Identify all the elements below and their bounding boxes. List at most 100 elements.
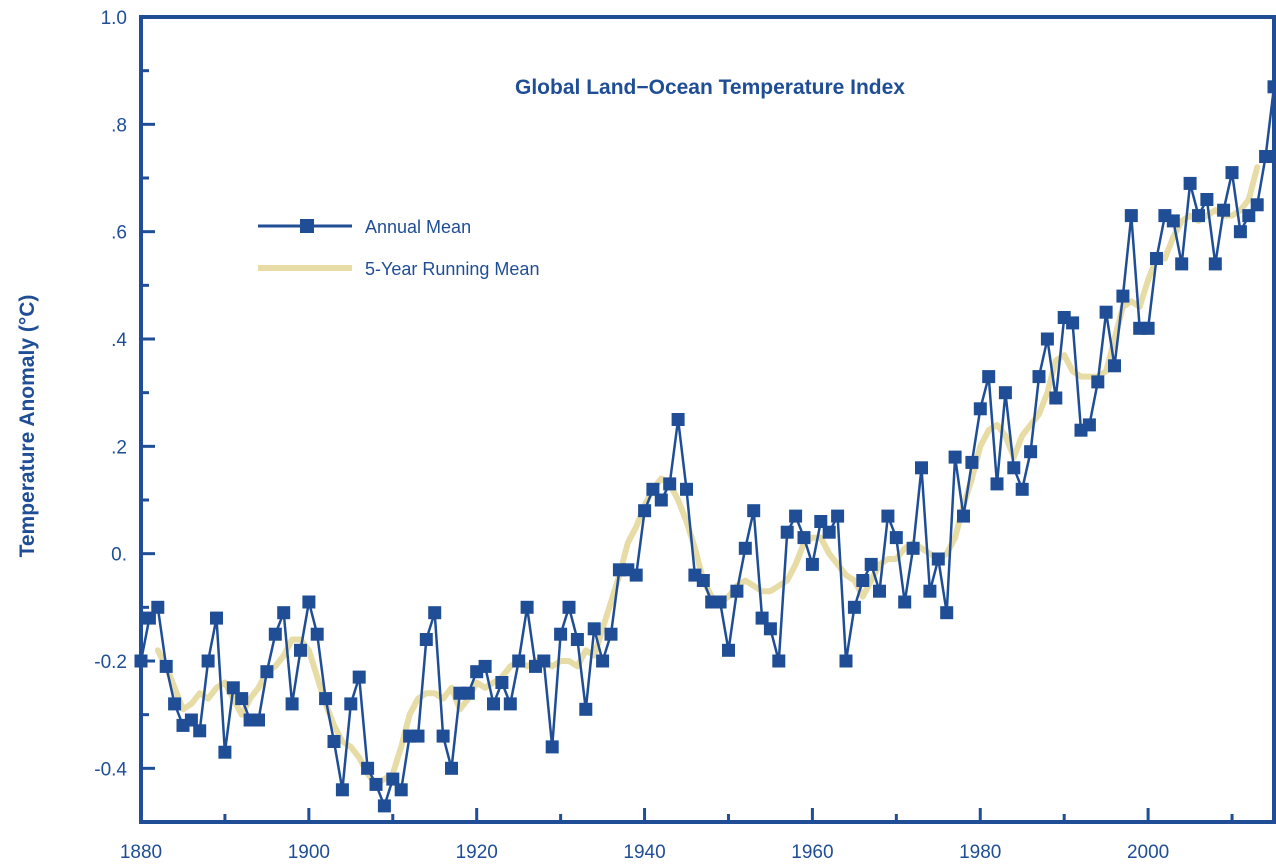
annual-mean-point	[520, 600, 534, 614]
annual-mean-point	[873, 584, 886, 598]
annual-mean-point	[168, 697, 182, 711]
annual-mean-point	[915, 461, 928, 475]
annual-mean-point	[411, 729, 425, 743]
annual-mean-point	[973, 402, 987, 416]
legend-annual-marker	[300, 219, 314, 233]
annual-mean-point	[1175, 257, 1189, 271]
x-tick-label: 1980	[959, 842, 1001, 863]
y-tick-label: 1.0	[101, 8, 127, 29]
annual-mean-point	[638, 504, 652, 518]
annual-mean-point	[545, 740, 559, 754]
annual-mean-point	[990, 477, 1004, 491]
y-tick-label: .2	[111, 437, 127, 458]
annual-mean-point	[1250, 198, 1264, 212]
annual-mean-point	[1066, 316, 1080, 330]
annual-mean-point	[487, 697, 500, 711]
annual-mean-point	[797, 531, 811, 545]
x-tick-label: 2000	[1127, 842, 1169, 863]
annual-mean-point	[998, 386, 1012, 400]
annual-mean-point	[570, 633, 584, 646]
annual-mean-point	[142, 611, 156, 625]
annual-mean-point	[1082, 418, 1096, 432]
annual-mean-line	[139, 86, 1276, 808]
annual-mean-point	[931, 552, 945, 566]
annual-mean-point	[604, 627, 618, 641]
y-tick-label: -0.2	[94, 652, 127, 673]
annual-mean-point	[948, 450, 962, 464]
running-mean-line	[154, 164, 1261, 788]
annual-mean-point	[889, 531, 903, 545]
annual-mean-point	[252, 713, 265, 727]
annual-mean-point	[218, 745, 232, 759]
annual-mean-point	[864, 557, 878, 571]
annual-mean-point	[184, 713, 198, 727]
annual-mean-point	[1259, 150, 1273, 163]
annual-mean-point	[419, 633, 433, 646]
annual-mean-point	[822, 525, 836, 539]
annual-mean-point	[1150, 252, 1163, 265]
annual-mean-point	[1007, 461, 1021, 475]
annual-mean-point	[1233, 225, 1247, 239]
annual-mean-point	[445, 761, 458, 775]
annual-mean-point	[847, 600, 861, 614]
annual-mean-point	[831, 509, 845, 523]
x-tick-label: 1940	[623, 842, 665, 863]
annual-mean-point	[906, 541, 920, 555]
annual-mean-point	[755, 611, 769, 625]
annual-mean-point	[1242, 209, 1256, 223]
annual-mean-point	[1166, 214, 1180, 228]
annual-mean-point	[319, 692, 333, 706]
annual-mean-point	[193, 724, 207, 738]
x-tick-label: 1920	[456, 842, 498, 863]
annual-mean-point	[579, 702, 593, 716]
annual-mean-point	[394, 783, 408, 797]
annual-mean-point	[1024, 445, 1038, 459]
annual-mean-point	[294, 643, 307, 657]
annual-mean-point	[1183, 176, 1197, 190]
annual-mean-point	[344, 697, 358, 711]
annual-mean-point	[277, 606, 291, 620]
annual-mean-point	[789, 509, 803, 523]
annual-mean-point	[1049, 391, 1063, 405]
annual-mean-point	[629, 568, 643, 582]
annual-mean-point	[805, 557, 819, 571]
y-tick-label: .6	[111, 223, 127, 244]
annual-mean-point	[461, 686, 475, 700]
annual-mean-point	[361, 761, 375, 775]
annual-mean-point	[327, 735, 341, 748]
y-tick-label: .8	[111, 115, 127, 136]
annual-mean-point	[268, 627, 282, 641]
y-tick-label: .4	[111, 330, 127, 351]
annual-mean-point	[1217, 203, 1231, 217]
chart-title: Global Land−Ocean Temperature Index	[515, 76, 905, 99]
annual-mean-point	[159, 659, 173, 673]
annual-mean-point	[680, 482, 693, 496]
annual-mean-point	[839, 654, 853, 668]
annual-mean-point	[1015, 482, 1029, 496]
legend-running-label: 5-Year Running Mean	[365, 259, 539, 279]
annual-mean-point	[1141, 321, 1155, 335]
annual-mean-point	[1032, 370, 1046, 384]
plot-frame	[139, 15, 1276, 824]
legend-annual-label: Annual Mean	[365, 217, 471, 237]
annual-mean-point	[730, 584, 744, 598]
annual-mean-point	[386, 772, 400, 786]
annual-mean-point	[696, 574, 710, 587]
annual-mean-point	[881, 509, 895, 523]
annual-mean-point	[1116, 289, 1130, 303]
annual-mean-point	[503, 697, 517, 711]
annual-mean-point	[940, 606, 954, 620]
annual-mean-point	[965, 455, 979, 469]
annual-mean-point	[671, 413, 685, 426]
annual-mean-point	[377, 799, 391, 813]
y-axis-label: Temperature Anomaly (°C)	[16, 295, 39, 558]
x-tick-label: 1960	[791, 842, 833, 863]
annual-mean-point	[587, 622, 601, 636]
annual-mean-point	[1124, 209, 1138, 223]
annual-mean-point	[1225, 166, 1239, 180]
annual-mean-point	[663, 477, 677, 491]
annual-mean-point	[1200, 193, 1214, 206]
annual-mean-point	[235, 692, 249, 706]
annual-mean-point	[260, 665, 274, 679]
